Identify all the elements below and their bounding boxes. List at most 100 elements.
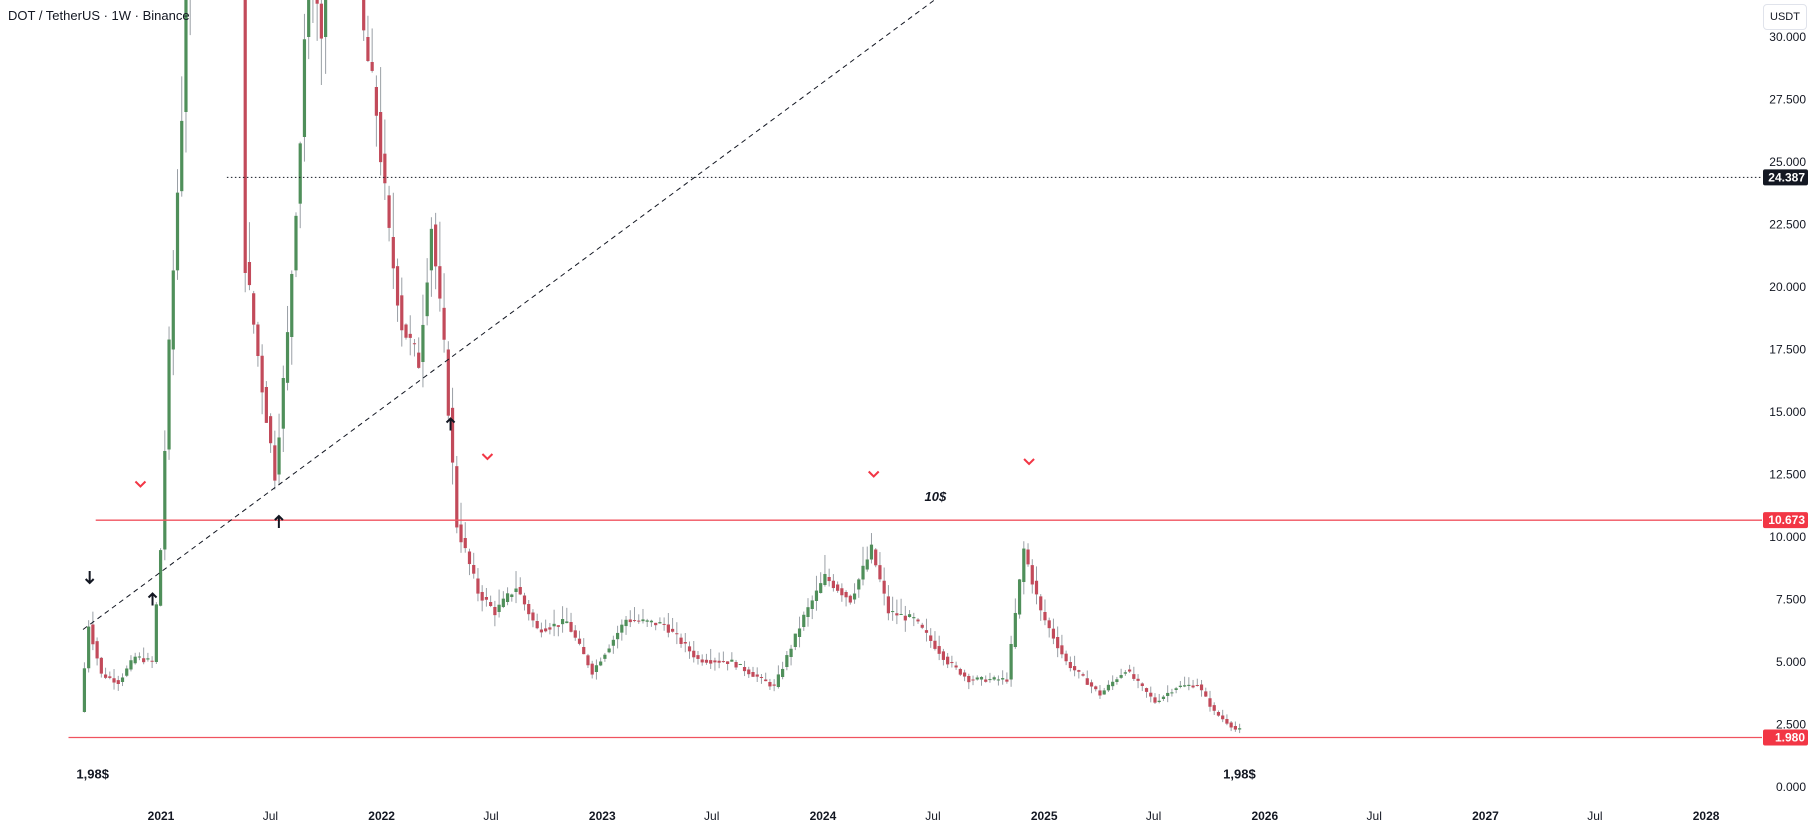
candle-body: [1064, 653, 1068, 662]
y-tick-label: 7.500: [1776, 593, 1806, 607]
candle-body: [146, 658, 150, 660]
candle-body: [738, 664, 742, 666]
candle-body: [666, 624, 670, 633]
candle-body: [662, 623, 666, 625]
price-tag: [1763, 169, 1808, 186]
candle-body: [298, 143, 302, 204]
candle-body: [654, 622, 658, 626]
candle-body: [1170, 692, 1174, 694]
candle-body: [874, 549, 878, 566]
candle-body: [171, 270, 175, 350]
candle-body: [277, 437, 281, 475]
candle-body: [556, 625, 560, 627]
candle-body: [814, 590, 819, 601]
candle-body: [709, 660, 713, 664]
candle-body: [247, 262, 252, 286]
candle-body: [1094, 686, 1098, 690]
candle-body: [438, 266, 442, 299]
candle-body: [1085, 678, 1089, 685]
candle-body: [658, 622, 662, 624]
candle-body: [1072, 666, 1077, 671]
candle-body: [781, 668, 785, 677]
candle-body: [307, 0, 311, 37]
candle-body: [535, 621, 539, 629]
candle-body: [167, 339, 171, 450]
candle-body: [421, 324, 425, 362]
candle-body: [823, 573, 827, 585]
candle-body: [582, 647, 586, 655]
candle-body: [776, 674, 780, 687]
candle-body: [611, 639, 615, 646]
price-tag-label: 1.980: [1775, 731, 1805, 745]
y-tick-label: 17.500: [1769, 343, 1806, 357]
candle-body: [797, 628, 802, 637]
candle-body: [527, 604, 531, 615]
candle-body: [751, 672, 755, 677]
candle-body: [954, 665, 958, 668]
arrow-up-icon: [274, 514, 284, 528]
candle-body: [154, 604, 158, 662]
candle-body: [366, 37, 370, 61]
candle-body: [379, 112, 383, 163]
candle-body: [459, 524, 463, 543]
candle-body: [425, 282, 429, 317]
candle-body: [992, 677, 996, 680]
y-tick-label: 15.000: [1769, 405, 1806, 419]
y-axis[interactable]: 60.00057.50055.00052.50050.00047.50045.0…: [1769, 0, 1806, 794]
currency-button[interactable]: USDT: [1763, 4, 1807, 30]
candle-body: [294, 215, 298, 271]
candle-body: [713, 660, 717, 663]
candle-body: [1144, 688, 1149, 692]
candle-body: [764, 679, 768, 682]
candle-body: [696, 655, 700, 659]
candle-body: [302, 39, 307, 138]
candle-body: [734, 662, 738, 668]
candle-body: [518, 587, 522, 595]
y-tick-label: 5.000: [1776, 655, 1806, 669]
candle-body: [641, 619, 645, 622]
candle-body: [615, 632, 620, 640]
candle-body: [548, 627, 552, 630]
arrow-up-icon: [147, 592, 158, 606]
candle-body: [175, 192, 180, 271]
candle-body: [1013, 612, 1017, 647]
candle-body: [958, 669, 962, 675]
candle-body: [1043, 612, 1047, 621]
candle-body: [552, 623, 556, 627]
x-tick-label: Jul: [1587, 809, 1602, 823]
candle-body: [87, 626, 91, 669]
candle-body: [1009, 643, 1013, 680]
x-tick-label: Jul: [704, 809, 719, 823]
candle-body: [886, 596, 890, 614]
candle-body: [1102, 690, 1106, 695]
candle-body: [1060, 645, 1064, 655]
candle-body: [946, 656, 950, 665]
candle-body: [1174, 688, 1178, 690]
candle-body: [395, 266, 400, 306]
candle-body: [510, 594, 514, 597]
candle-body: [1051, 628, 1056, 639]
candle-body: [895, 613, 899, 616]
candle-body: [806, 607, 810, 617]
x-axis[interactable]: 2021 Jul 2022 Jul 2023 Jul 2024 Jul 2025 Jul 2026 J…: [148, 809, 1720, 823]
x-tick-label: 2028: [1693, 809, 1720, 823]
candle-body: [577, 638, 582, 644]
candle-body: [514, 588, 518, 592]
x-tick-label: 2024: [810, 809, 837, 823]
candle-body: [819, 583, 823, 593]
candle-body: [1017, 579, 1022, 615]
candle-body: [632, 620, 637, 622]
candle-body: [1026, 549, 1030, 565]
candle-body: [848, 595, 852, 603]
candle-body: [184, 0, 188, 113]
candle-body: [755, 674, 759, 677]
chart-annotation: 1,98$: [1223, 767, 1256, 782]
candle-body: [260, 355, 264, 393]
candle-body: [319, 3, 323, 39]
candle-body: [827, 577, 831, 582]
x-tick-label: 2026: [1251, 809, 1278, 823]
candle-body: [429, 228, 433, 271]
candle-body: [480, 592, 484, 601]
x-tick-label: Jul: [925, 809, 940, 823]
